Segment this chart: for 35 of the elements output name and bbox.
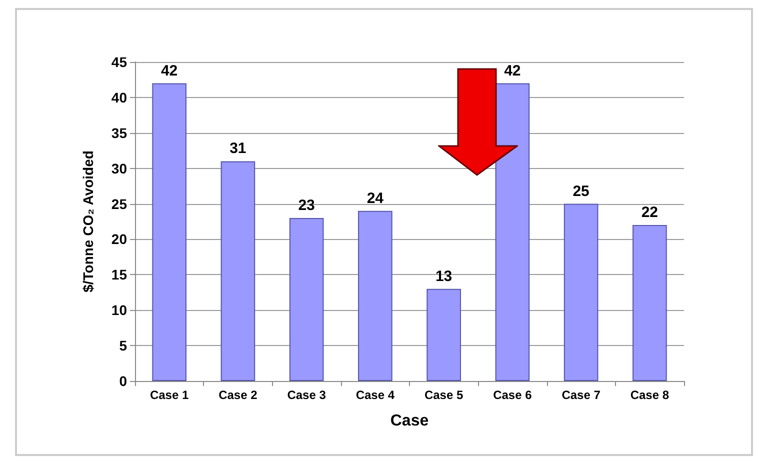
y-tick-label: 40 [111,89,128,106]
y-tick-label: 35 [111,124,128,141]
bar [426,288,461,381]
y-tick-label: 20 [111,231,128,248]
data-label: 23 [298,196,315,214]
bar [358,210,392,381]
x-tick-label: Case 4 [356,388,395,402]
data-label: 22 [641,204,658,222]
x-tick-label: Case 7 [562,388,601,402]
x-tick-label: Case 8 [630,388,670,402]
bar [564,204,598,381]
data-label: 31 [230,140,246,158]
x-axis-title: Case [390,412,429,430]
bar [289,218,324,381]
data-label: 13 [435,268,452,285]
data-label: 24 [366,190,384,207]
x-tick-label: Case 3 [287,388,326,402]
x-tick-label: Case 1 [150,388,189,402]
y-tick-label: 45 [111,54,128,70]
y-tick-label: 25 [111,196,128,212]
y-tick-label: 15 [111,266,128,283]
x-tick-label: Case 2 [218,388,258,402]
x-tick-label: Case 5 [424,388,464,402]
x-tick-label: Case 6 [493,388,532,402]
y-tick-label: 30 [111,160,128,176]
y-tick-label: 5 [119,338,128,354]
bar [152,83,186,381]
bar [632,225,667,381]
data-label: 42 [504,62,521,80]
y-tick-label: 10 [111,302,128,318]
y-tick-label: 0 [119,373,128,389]
data-label: 42 [160,62,178,80]
bar [220,161,256,381]
y-axis-title: $/Tonne CO₂ Avoided [80,150,96,292]
data-label: 25 [572,182,590,200]
